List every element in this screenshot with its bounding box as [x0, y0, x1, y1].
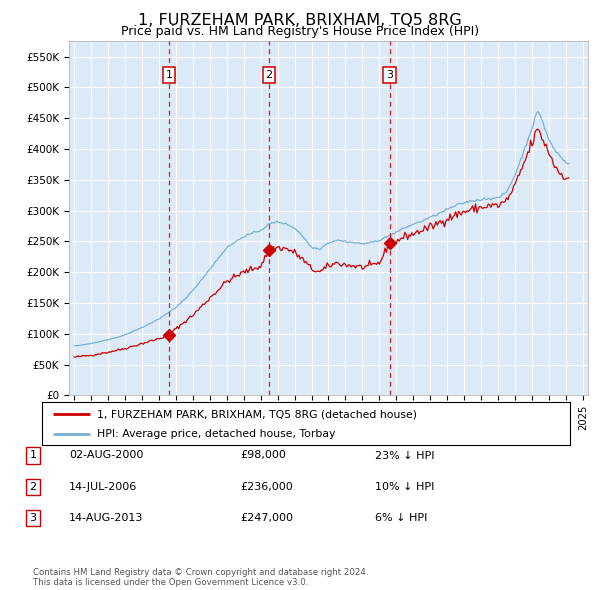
Text: £236,000: £236,000: [240, 482, 293, 491]
Text: 14-JUL-2006: 14-JUL-2006: [69, 482, 137, 491]
Text: 3: 3: [386, 70, 393, 80]
Text: 1: 1: [166, 70, 173, 80]
Text: £247,000: £247,000: [240, 513, 293, 523]
Text: 2: 2: [266, 70, 272, 80]
Text: 1: 1: [29, 451, 37, 460]
Text: 1, FURZEHAM PARK, BRIXHAM, TQ5 8RG (detached house): 1, FURZEHAM PARK, BRIXHAM, TQ5 8RG (deta…: [97, 409, 418, 419]
Text: 23% ↓ HPI: 23% ↓ HPI: [375, 451, 434, 460]
Text: Price paid vs. HM Land Registry's House Price Index (HPI): Price paid vs. HM Land Registry's House …: [121, 25, 479, 38]
Text: 6% ↓ HPI: 6% ↓ HPI: [375, 513, 427, 523]
Text: 10% ↓ HPI: 10% ↓ HPI: [375, 482, 434, 491]
Text: 2: 2: [29, 482, 37, 491]
Text: Contains HM Land Registry data © Crown copyright and database right 2024.
This d: Contains HM Land Registry data © Crown c…: [33, 568, 368, 587]
Text: 1, FURZEHAM PARK, BRIXHAM, TQ5 8RG: 1, FURZEHAM PARK, BRIXHAM, TQ5 8RG: [138, 13, 462, 28]
Text: HPI: Average price, detached house, Torbay: HPI: Average price, detached house, Torb…: [97, 429, 336, 439]
Text: 02-AUG-2000: 02-AUG-2000: [69, 451, 143, 460]
Text: 3: 3: [29, 513, 37, 523]
Text: £98,000: £98,000: [240, 451, 286, 460]
Text: 14-AUG-2013: 14-AUG-2013: [69, 513, 143, 523]
